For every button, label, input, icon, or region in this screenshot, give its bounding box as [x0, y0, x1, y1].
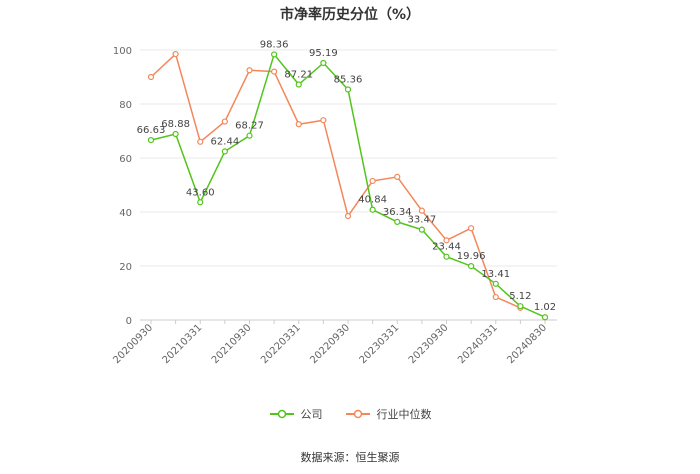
data-point-industry [418, 207, 425, 214]
data-point-industry [295, 121, 302, 128]
legend-item-industry[interactable]: 行业中位数 [345, 406, 432, 422]
legend-label-industry: 行业中位数 [376, 408, 432, 421]
data-label: 40.84 [358, 195, 387, 206]
data-label: 33.47 [408, 215, 437, 226]
y-tick-label: 0 [126, 316, 132, 327]
data-point-company [147, 136, 155, 144]
legend: 公司 行业中位数 [0, 406, 700, 422]
data-point-company [295, 81, 302, 88]
data-point-company [443, 253, 450, 260]
y-tick-label: 80 [119, 100, 132, 111]
source-note: 数据来源：恒生聚源 [300, 451, 400, 464]
data-label: 23.44 [432, 242, 461, 253]
data-point-company [492, 280, 499, 287]
data-label: 43.60 [186, 187, 215, 198]
y-tick-label: 60 [119, 154, 132, 165]
x-tick-label: 20220331 [259, 322, 303, 366]
data-point-company [468, 263, 475, 270]
data-point-industry [147, 73, 155, 81]
data-point-company [197, 199, 204, 206]
data-label: 36.34 [383, 207, 412, 218]
data-point-company [369, 206, 376, 213]
x-tick-label: 20220930 [308, 322, 352, 366]
data-point-industry [443, 237, 450, 244]
x-tick-label: 20210930 [210, 322, 254, 366]
data-label: 87.21 [284, 70, 313, 81]
legend-marker [353, 409, 362, 419]
data-point-company [221, 148, 228, 155]
data-label: 98.36 [260, 39, 289, 50]
x-tick-label: 20240331 [456, 322, 500, 366]
data-point-industry [271, 68, 278, 75]
data-point-industry [246, 67, 253, 74]
legend-marker [277, 409, 286, 419]
data-point-industry [344, 212, 352, 220]
series-line-industry [150, 52, 521, 309]
data-point-company [172, 130, 179, 138]
data-point-company [418, 226, 425, 233]
legend-swatch-company [269, 409, 294, 419]
data-label: 68.88 [161, 119, 190, 130]
x-tick-label: 20210331 [161, 322, 205, 366]
data-label: 5.12 [509, 291, 531, 302]
x-tick-label: 20240830 [505, 322, 549, 366]
data-point-company [246, 132, 253, 139]
y-tick-label: 100 [113, 46, 132, 57]
chart-title: 市净率历史分位（%） [279, 7, 421, 23]
data-point-company [344, 86, 352, 93]
data-label: 85.36 [334, 75, 363, 86]
legend-label-company: 公司 [300, 408, 323, 421]
data-label: 19.96 [457, 251, 486, 262]
data-point-company [271, 51, 278, 58]
data-label: 1.02 [534, 302, 556, 313]
data-point-industry [221, 118, 228, 125]
data-point-industry [468, 225, 475, 232]
data-point-industry [394, 173, 401, 180]
x-tick-label: 20200930 [111, 322, 155, 366]
data-label: 68.27 [235, 121, 264, 132]
data-label: 66.63 [137, 125, 166, 136]
data-point-industry [197, 138, 204, 145]
data-point-company [320, 59, 327, 67]
legend-item-company[interactable]: 公司 [269, 406, 323, 422]
data-point-industry [492, 293, 499, 301]
x-tick-label: 20230331 [358, 322, 402, 366]
data-label: 62.44 [211, 136, 240, 147]
x-tick-label: 20230930 [407, 322, 451, 366]
data-point-industry [320, 117, 327, 124]
data-label: 13.41 [481, 269, 510, 280]
y-tick-label: 20 [119, 262, 132, 273]
data-point-company [394, 218, 401, 225]
data-point-industry [369, 177, 376, 185]
data-label: 95.19 [309, 48, 338, 59]
data-point-company [517, 303, 524, 310]
y-tick-label: 40 [119, 208, 132, 219]
data-point-company [541, 314, 549, 321]
data-point-industry [172, 50, 179, 58]
legend-swatch-industry [345, 409, 370, 419]
